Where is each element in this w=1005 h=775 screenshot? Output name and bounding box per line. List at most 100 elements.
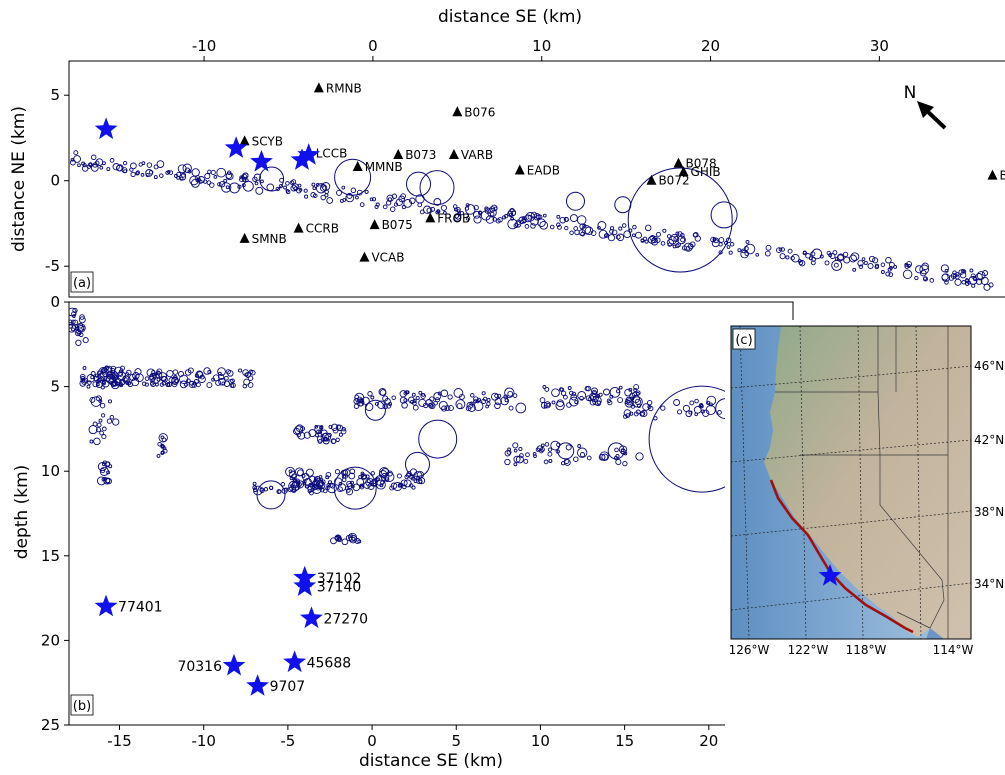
panel-b-label: (b) — [73, 699, 91, 714]
b-seismicity-event — [345, 534, 353, 542]
a-seismicity-event — [954, 278, 962, 286]
a-seismicity-event — [662, 228, 667, 233]
a-seismicity-event — [981, 270, 989, 277]
station-marker — [239, 232, 250, 243]
b-seismicity-event — [96, 422, 102, 428]
a-seismicity-event — [852, 267, 857, 272]
b-seismicity-event — [585, 385, 592, 392]
a-seismicity-event — [655, 237, 661, 243]
a-seismicity-event — [221, 182, 232, 193]
a-seismicity-event — [176, 171, 182, 178]
station-marker — [293, 222, 304, 233]
a-seismicity-event — [112, 163, 120, 171]
b-seismicity-event — [99, 466, 109, 476]
a-seismicity-event — [537, 214, 543, 220]
a-seismicity-event — [950, 272, 957, 280]
b-seismicity-event — [212, 374, 220, 382]
b-seismicity-event — [76, 323, 86, 333]
b-seismicity-event — [288, 469, 293, 474]
b-ytick-label: 25 — [41, 716, 60, 734]
b-seismicity-event — [94, 373, 100, 378]
b-seismicity-event — [303, 431, 311, 439]
a-seismicity-event — [194, 175, 201, 181]
b-seismicity-event — [253, 485, 263, 496]
b-seismicity-event — [631, 396, 643, 408]
b-seismicity-event — [189, 380, 195, 386]
b-seismicity-event — [418, 390, 423, 395]
a-seismicity-event — [872, 257, 879, 264]
a-seismicity-event — [676, 242, 681, 248]
a-seismicity-event — [509, 207, 515, 213]
b-seismicity-event — [500, 396, 509, 406]
a-seismicity-event — [745, 239, 750, 244]
b-seismicity-event — [198, 375, 206, 384]
a-seismicity-event — [312, 186, 317, 191]
b-seismicity-event — [293, 479, 301, 487]
b-seismicity-event — [434, 397, 440, 403]
a-seismicity-event — [135, 170, 141, 175]
a-xtick-label: 20 — [701, 37, 720, 55]
b-seismicity-event — [412, 404, 419, 411]
a-seismicity-event — [223, 178, 228, 183]
b-seismicity-event — [358, 474, 363, 479]
a-seismicity-event — [452, 204, 458, 209]
a-seismicity-event — [209, 182, 215, 188]
b-seismicity-event — [106, 418, 113, 424]
b-seismicity-event — [69, 319, 73, 325]
b-seismicity-event — [195, 382, 201, 388]
station-label: VCAB — [371, 251, 404, 265]
b-seismicity-event — [155, 371, 163, 379]
b-seismicity-event — [160, 375, 167, 382]
a-seismicity-event — [728, 250, 733, 255]
panel-c-label-box — [732, 328, 756, 350]
a-seismicity-event — [574, 229, 580, 236]
a-seismicity-event — [539, 220, 549, 230]
a-seismicity-event — [417, 202, 423, 208]
a-star-marker — [250, 149, 273, 172]
b-seismicity-event — [82, 377, 88, 384]
a-seismicity-event — [787, 248, 793, 254]
b-seismicity-event — [532, 452, 537, 456]
a-seismicity-event — [315, 183, 320, 187]
a-seismicity-event — [487, 207, 497, 218]
b-seismicity-event — [362, 474, 367, 480]
station-marker — [352, 161, 363, 172]
a-seismicity-event — [741, 248, 746, 254]
b-seismicity-event — [328, 424, 333, 429]
b-seismicity-event — [106, 470, 111, 475]
station-marker — [514, 164, 525, 175]
a-seismicity-event — [409, 197, 416, 205]
lat-label-38: 38°N — [974, 505, 1004, 519]
b-large-event — [256, 480, 286, 510]
panel-a-ticks: -10 0 10 20 30 -5 0 5 — [45, 37, 889, 275]
b-seismicity-event — [622, 460, 628, 467]
a-seismicity-event — [122, 160, 128, 166]
a-xtick-label: -10 — [192, 37, 217, 55]
b-seismicity-event — [411, 485, 416, 490]
b-seismicity-event — [118, 381, 123, 387]
a-seismicity-event — [843, 256, 851, 264]
a-seismicity-event — [530, 223, 536, 229]
a-seismicity-event — [341, 185, 346, 190]
a-seismicity-event — [779, 253, 786, 260]
a-seismicity-event — [398, 195, 406, 203]
panel-a-stars — [94, 117, 321, 172]
b-seismicity-event — [700, 409, 705, 414]
a-seismicity-event — [138, 162, 143, 167]
a-seismicity-event — [673, 236, 680, 242]
b-seismicity-event — [370, 395, 375, 400]
b-seismicity-event — [330, 537, 337, 545]
b-seismicity-event — [547, 447, 553, 452]
a-seismicity-event — [549, 224, 555, 230]
a-seismicity-event — [217, 182, 222, 187]
b-seismicity-event — [336, 424, 344, 432]
a-seismicity-event — [254, 181, 259, 186]
b-seismicity-event — [322, 436, 328, 442]
b-seismicity-event — [599, 451, 610, 462]
b-seismicity-event — [486, 398, 491, 402]
a-large-event — [627, 167, 733, 273]
b-seismicity-event — [579, 395, 584, 401]
b-seismicity-event — [515, 402, 527, 414]
b-seismicity-event — [82, 337, 89, 344]
b-seismicity-event — [291, 487, 297, 493]
